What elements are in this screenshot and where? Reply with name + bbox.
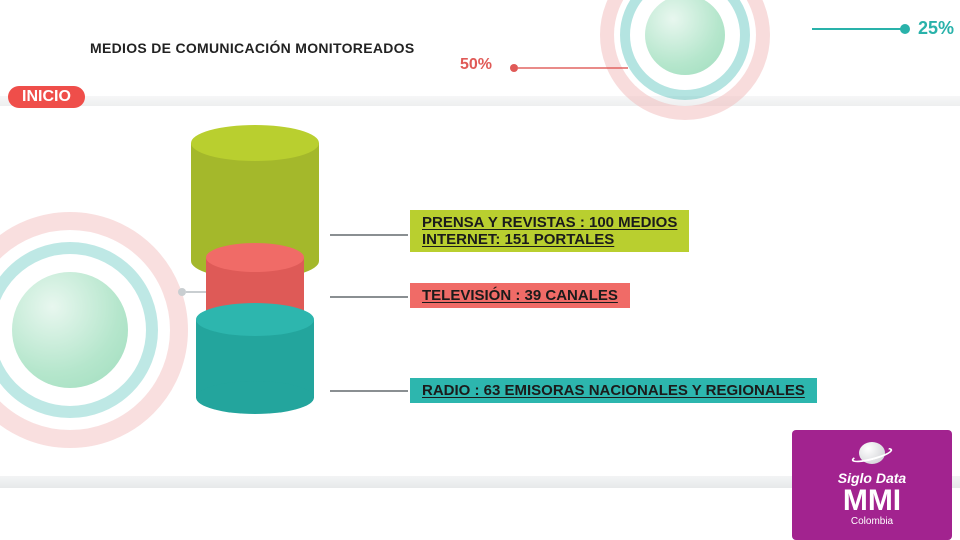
logo-line2: MMI	[792, 486, 952, 516]
label-line: RADIO : 63 EMISORAS NACIONALES Y REGIONA…	[422, 382, 805, 399]
decor-dot-center	[178, 288, 186, 296]
decor-band	[0, 96, 960, 106]
label-line: TELEVISIÓN : 39 CANALES	[422, 287, 618, 304]
decor-pct-25-right: 25%	[918, 18, 954, 39]
label-line: PRENSA Y REVISTAS : 100 MEDIOS	[422, 214, 677, 231]
connector-line	[330, 390, 408, 392]
page-title: MEDIOS DE COMUNICACIÓN MONITOREADOS	[90, 40, 414, 56]
decor-line	[518, 67, 628, 69]
connector-line	[330, 234, 408, 236]
decor-globe-top	[610, 0, 760, 110]
label-line: INTERNET: 151 PORTALES	[422, 231, 677, 248]
connector-line	[330, 296, 408, 298]
planet-icon	[851, 440, 893, 468]
logo-box: Siglo Data MMI Colombia	[792, 430, 952, 540]
cylinder-radio	[196, 303, 314, 414]
decor-line-right	[812, 28, 902, 30]
label-prensa: PRENSA Y REVISTAS : 100 MEDIOSINTERNET: …	[410, 210, 689, 252]
stage: 50% 25% 25% MEDIOS DE COMUNICACIÓN MONIT…	[0, 0, 960, 540]
decor-globe-left	[0, 230, 170, 430]
decor-pct-50: 50%	[460, 56, 492, 74]
logo-line3: Colombia	[792, 516, 952, 527]
label-tv: TELEVISIÓN : 39 CANALES	[410, 283, 630, 308]
decor-dot-right	[900, 24, 910, 34]
label-radio: RADIO : 63 EMISORAS NACIONALES Y REGIONA…	[410, 378, 817, 403]
inicio-button[interactable]: INICIO	[8, 86, 85, 108]
decor-dot	[510, 64, 518, 72]
